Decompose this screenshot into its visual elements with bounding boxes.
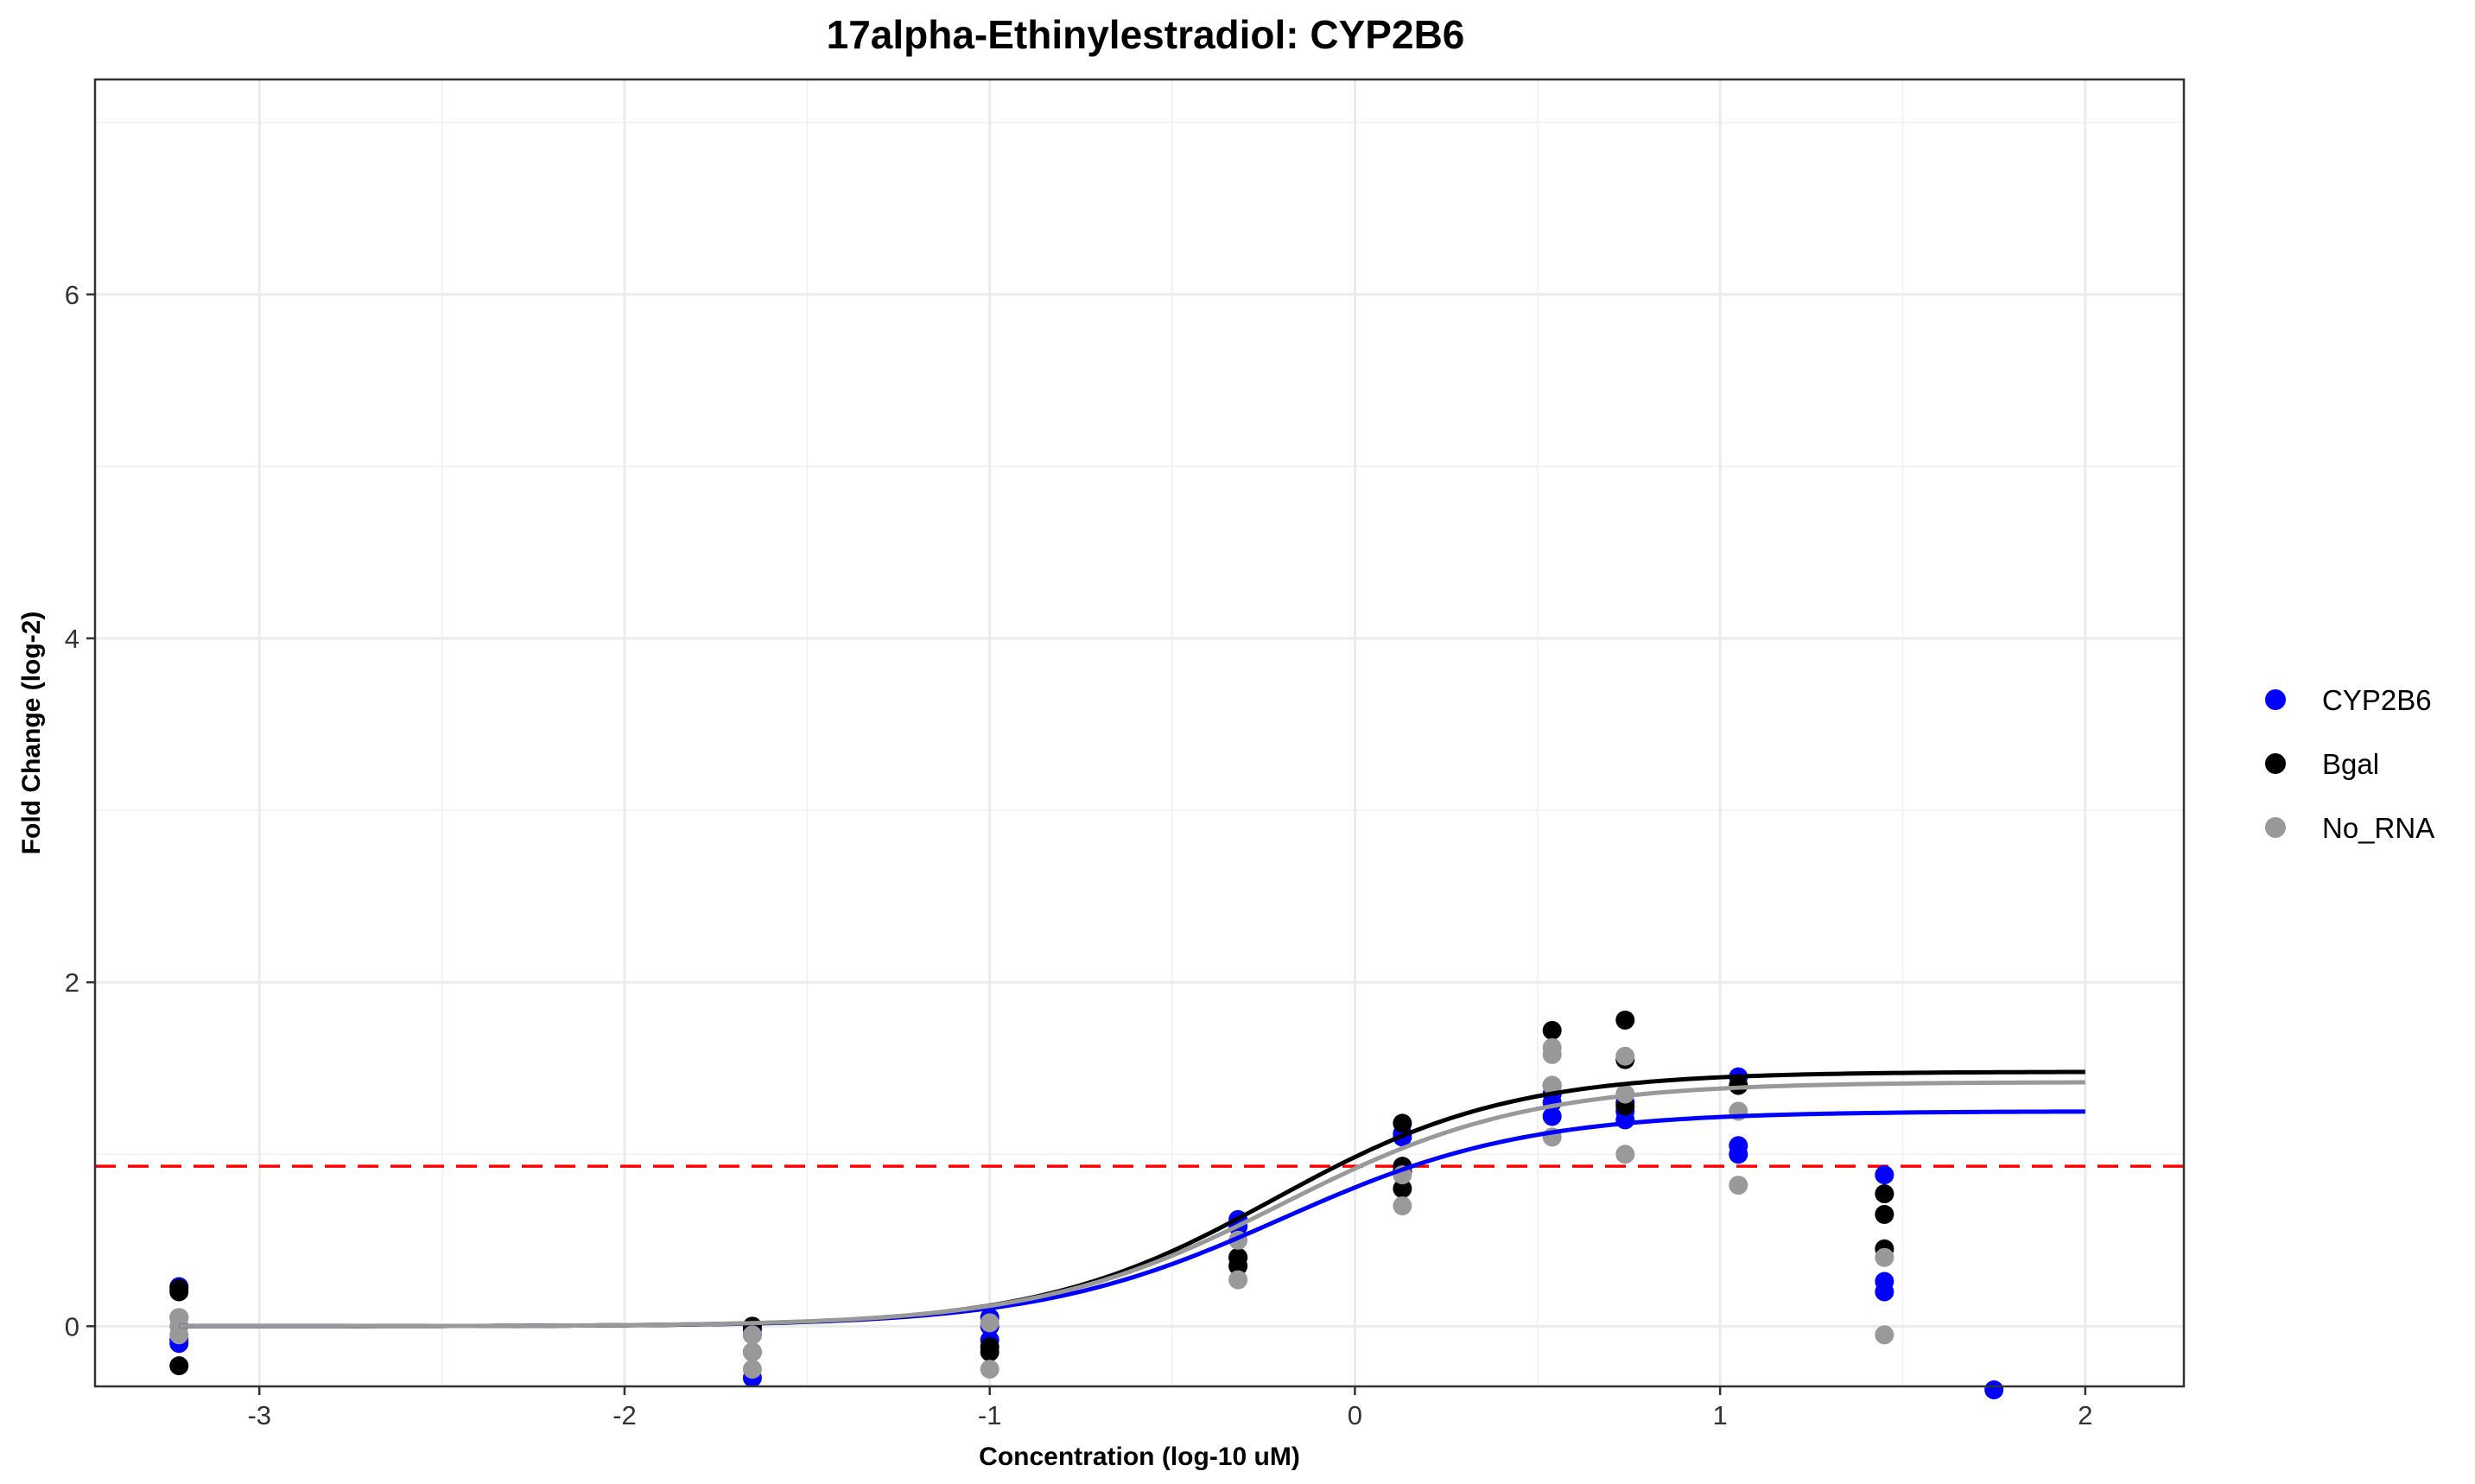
fit-curve-bgal	[179, 1069, 2085, 1329]
point-no-rna	[1875, 1247, 1894, 1267]
point-cyp2b6	[1984, 1379, 2004, 1399]
x-axis-title: Concentration (log-10 uM)	[979, 1443, 1300, 1471]
point-no-rna	[1542, 1075, 1562, 1095]
point-no-rna	[1542, 1044, 1562, 1064]
point-cyp2b6	[1875, 1282, 1894, 1302]
point-no-rna	[1228, 1270, 1248, 1290]
point-no-rna	[1393, 1195, 1412, 1215]
legend-label-no-rna: No_RNA	[2322, 812, 2434, 844]
legend-key-bgal	[2265, 753, 2286, 774]
legend-label-bgal: Bgal	[2322, 748, 2379, 780]
y-tick-label: 2	[65, 967, 79, 998]
grid	[95, 79, 2184, 1386]
x-tick-label: -1	[978, 1400, 1002, 1430]
point-no-rna	[1615, 1046, 1635, 1066]
point-bgal	[169, 1278, 189, 1298]
fit-curve-cyp2b6	[179, 1109, 2085, 1329]
point-bgal	[1393, 1179, 1412, 1199]
point-no-rna	[742, 1325, 762, 1345]
y-axis: 0 2 4 6	[65, 280, 95, 1341]
x-tick-label: 2	[2078, 1400, 2092, 1430]
point-bgal	[1875, 1184, 1894, 1204]
point-bgal	[1228, 1256, 1248, 1276]
point-bgal	[1615, 1010, 1635, 1030]
point-cyp2b6	[1729, 1145, 1748, 1164]
plot-panel-border	[93, 78, 2186, 1388]
point-no-rna	[980, 1360, 1000, 1379]
x-tick-label: 0	[1348, 1400, 1362, 1430]
y-tick-label: 4	[65, 624, 79, 654]
point-no-rna	[1875, 1325, 1894, 1345]
point-cyp2b6	[1542, 1107, 1562, 1126]
point-cyp2b6	[1875, 1165, 1894, 1185]
legend-label-cyp2b6: CYP2B6	[2322, 684, 2432, 716]
point-bgal	[1393, 1113, 1412, 1133]
x-tick-label: 1	[1713, 1400, 1728, 1430]
fit-curve-no-rna	[179, 1080, 2085, 1329]
point-no-rna	[742, 1360, 762, 1379]
y-tick-label: 0	[65, 1311, 79, 1341]
chart-title: 17alpha-Ethinylestradiol: CYP2B6	[827, 12, 1465, 57]
legend: CYP2B6 Bgal No_RNA	[2265, 684, 2434, 844]
point-bgal	[1542, 1020, 1562, 1040]
point-bgal	[1729, 1075, 1748, 1095]
point-no-rna	[742, 1342, 762, 1362]
fit-curves	[179, 1069, 2085, 1329]
data-points	[169, 1010, 2004, 1399]
point-bgal	[1875, 1204, 1894, 1224]
legend-key-cyp2b6	[2265, 689, 2286, 710]
legend-key-no-rna	[2265, 817, 2286, 838]
point-no-rna	[980, 1313, 1000, 1333]
point-no-rna	[1615, 1145, 1635, 1164]
x-tick-label: -2	[612, 1400, 637, 1430]
y-tick-label: 6	[65, 280, 79, 310]
point-no-rna	[169, 1325, 189, 1345]
point-no-rna	[1729, 1176, 1748, 1195]
x-axis: -3 -2 -1 0 1 2	[247, 1386, 2092, 1430]
y-axis-title: Fold Change (log-2)	[17, 612, 46, 855]
point-bgal	[169, 1356, 189, 1376]
point-bgal	[980, 1342, 1000, 1362]
x-tick-label: -3	[247, 1400, 271, 1430]
